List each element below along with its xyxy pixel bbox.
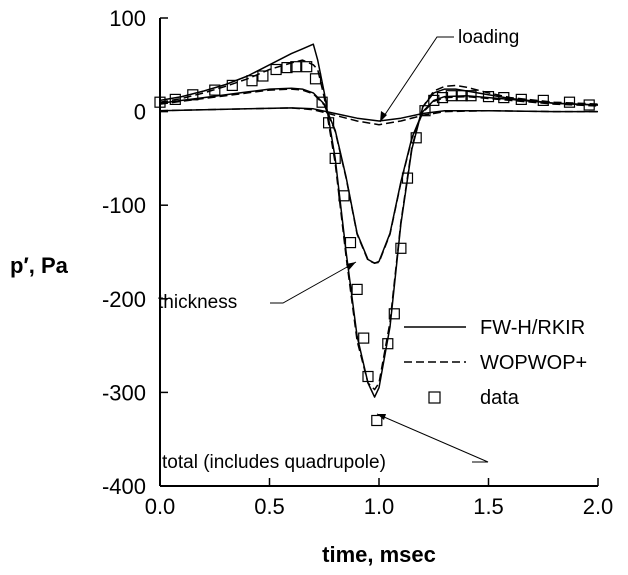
series-line-thickness-solid: [159, 87, 599, 264]
data-marker: [515, 93, 527, 106]
legend: FW-H/RKIR WOPWOP+ data: [404, 317, 587, 409]
data-marker: [301, 61, 313, 73]
data-marker: [169, 93, 181, 106]
data-marker: [209, 84, 221, 96]
x-tick-label: 1.5: [473, 494, 504, 519]
data-marker: [344, 237, 357, 249]
data-marker: [410, 132, 422, 144]
y-tick-label: -400: [102, 474, 146, 499]
y-tick-label: 100: [109, 6, 146, 31]
curves-layer: [159, 43, 599, 398]
data-marker: [456, 90, 468, 102]
legend-open-square-swatch: [428, 391, 441, 404]
data-marker: [257, 70, 269, 82]
annotation-thickness-leader: [270, 261, 357, 304]
data-marker: [316, 96, 328, 108]
data-marker: [419, 105, 431, 117]
data-marker: [388, 308, 400, 320]
annotation-loading-leader: [379, 36, 454, 123]
data-marker: [445, 90, 457, 102]
y-tick-label: -200: [102, 287, 146, 312]
data-marker: [583, 99, 595, 111]
data-marker: [382, 338, 394, 350]
data-marker: [465, 90, 477, 102]
y-axis-title: p′, Pa: [10, 253, 69, 278]
data-marker: [482, 90, 495, 103]
x-tick-label: 0.5: [254, 494, 285, 519]
x-axis-title: time, msec: [322, 542, 436, 567]
data-marker: [329, 152, 341, 164]
data-marker: [436, 91, 449, 104]
data-marker: [358, 332, 370, 344]
data-marker: [323, 117, 335, 129]
data-marker: [270, 63, 282, 76]
annotation-thickness-label: thickness: [158, 292, 237, 313]
data-marker: [371, 414, 383, 427]
annotation-total: total (includes quadrupole): [162, 413, 489, 473]
annotation-thickness: thickness: [158, 261, 357, 313]
data-markers-layer: [154, 61, 595, 427]
data-marker: [338, 190, 350, 202]
legend-label-wopwop: WOPWOP+: [480, 352, 587, 374]
series-line-total-dashed: [159, 59, 599, 391]
data-marker: [226, 79, 238, 92]
legend-label-data: data: [480, 387, 520, 409]
annotation-total-leader: [376, 413, 489, 463]
annotation-loading: loading: [379, 27, 519, 123]
data-marker: [309, 73, 322, 85]
data-marker: [395, 242, 407, 254]
annotation-loading-label: loading: [458, 27, 519, 48]
x-tick-label: 1.0: [364, 494, 395, 519]
data-marker: [187, 89, 199, 101]
data-marker: [362, 370, 374, 383]
data-marker: [563, 96, 576, 108]
ticks-layer: 0.0 0.5 1.0 1.5 2.0 100 0 -100 -200 -300 -400: [102, 6, 613, 519]
annotation-total-label: total (includes quadrupole): [162, 452, 386, 473]
x-tick-label: 2.0: [583, 494, 614, 519]
y-tick-label: -300: [102, 380, 146, 405]
annotation-loading-arrowhead: [380, 111, 387, 122]
data-marker: [401, 172, 414, 184]
y-tick-label: -100: [102, 193, 146, 218]
data-marker: [290, 61, 302, 73]
data-marker: [498, 91, 510, 104]
annotation-total-arrowhead: [377, 414, 386, 420]
series-line-thickness-dashed: [159, 88, 599, 264]
data-marker: [428, 94, 440, 107]
data-marker: [537, 94, 549, 107]
series-line-total-solid: [159, 43, 599, 398]
data-marker: [246, 75, 258, 87]
legend-label-fwh: FW-H/RKIR: [480, 317, 585, 339]
data-marker: [281, 61, 293, 74]
annotation-thickness-arrowhead: [346, 262, 356, 270]
x-tick-label: 0.0: [145, 494, 176, 519]
data-marker: [351, 283, 363, 295]
series-line-loading-dashed: [159, 107, 598, 126]
y-tick-label: 0: [134, 100, 146, 125]
